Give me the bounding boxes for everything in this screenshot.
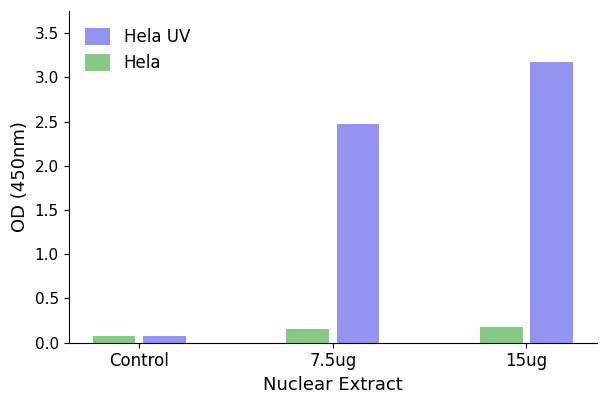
Legend: Hela UV, Hela: Hela UV, Hela [77, 19, 198, 81]
Bar [286, 329, 329, 343]
Bar [92, 335, 135, 343]
Bar [530, 62, 573, 343]
Bar [337, 124, 379, 343]
X-axis label: Nuclear Extract: Nuclear Extract [263, 376, 402, 394]
Y-axis label: OD (450nm): OD (450nm) [11, 122, 29, 232]
Bar [480, 327, 522, 343]
Bar [143, 337, 185, 343]
